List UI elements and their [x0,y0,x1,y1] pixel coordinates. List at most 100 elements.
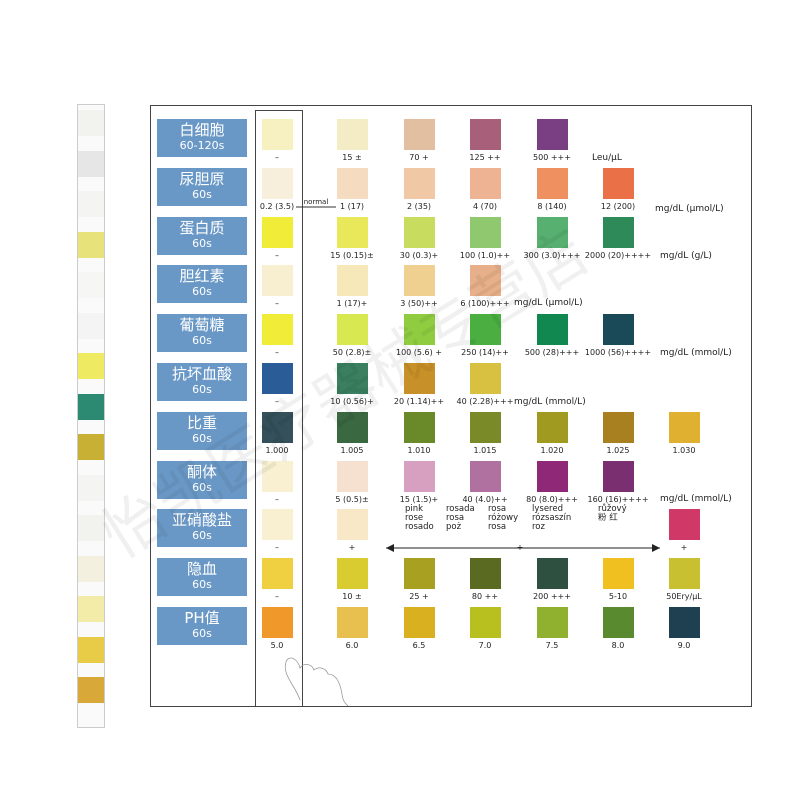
color-swatch [337,119,368,150]
color-swatch [337,265,368,297]
row-name: 隐血 [186,560,217,579]
strip-pad [78,515,104,541]
color-swatch [404,119,435,150]
color-swatch [537,119,568,150]
swatch-label: 50Ery/μL [666,592,702,602]
row-name: PH值 [184,609,220,627]
swatch-label: 125 ++ [469,153,501,162]
row-label: 葡萄糖 60s [157,314,247,353]
color-note: różowy [488,513,519,524]
color-swatch [470,363,501,394]
color-swatch [404,558,435,590]
color-swatch [603,216,634,248]
color-swatch [262,314,293,346]
color-swatch [404,460,435,492]
strip-pad [78,312,104,339]
swatch-label: 1 (17)+ [336,299,368,309]
strip-pad [78,636,104,663]
swatch-label: + [680,543,688,553]
color-swatch [262,509,293,541]
swatch-label: 15 (0.15)± [330,250,374,260]
unit-label: mg/dL (mmol/L) [514,397,586,407]
row-label: 比重 60s [157,411,247,450]
swatch-label: 80 ++ [471,592,499,602]
row-time: 60-120s [179,139,225,152]
swatch-label: 1 (17) [339,201,365,211]
swatch-label: 250 (14)++ [461,348,509,358]
color-note: rosada [446,504,475,515]
row-label: 抗坏血酸 60s [157,363,247,401]
swatch-label: 5-10 [608,592,628,602]
row-label: 酮体 60s [157,460,247,499]
color-swatch [669,558,700,590]
strip-pad [78,110,104,136]
color-swatch [537,558,568,590]
unit-label: mg/dL (mmol/L) [660,494,732,504]
color-swatch [470,167,501,199]
color-note: poż [446,522,462,533]
color-swatch [404,363,435,394]
swatch-label: 3 (50)++ [400,299,438,309]
color-swatch [470,558,501,590]
swatch-label: 12 (200) [600,201,636,211]
color-swatch [262,167,293,199]
color-swatch [337,216,368,248]
swatch-label: 9.0 [677,641,691,650]
row-time: 60s [192,285,212,299]
color-swatch [404,314,435,346]
color-swatch [470,119,501,150]
color-swatch [337,167,368,199]
unit-label: mg/dL (mmol/L) [660,348,732,358]
row-time: 60s [192,480,212,494]
color-swatch [262,119,293,150]
swatch-label: 40 (4.0)++ [462,494,508,504]
swatch-label: 4 (70) [472,201,498,211]
row-name: 葡萄糖 [179,316,225,335]
strip-pad [78,393,104,420]
swatch-label: 100 (5.6) + [395,348,443,358]
strip-pad [78,191,104,217]
color-swatch [669,509,700,541]
color-swatch [404,167,435,199]
row-name: 尿胆原 [179,169,225,188]
swatch-label: 0.2 (3.5) [259,201,295,211]
row-label: PH值 60s [157,607,247,645]
strip-pad [78,150,104,177]
swatch-label: 2000 (20)++++ [584,250,652,260]
color-swatch [470,411,501,443]
color-note: pink [405,504,424,515]
color-swatch [603,460,634,492]
strip-pad [78,353,104,379]
swatch-label: – [275,153,279,162]
color-swatch [537,167,568,199]
color-swatch [337,411,368,443]
swatch-label: 6.0 [345,641,359,650]
row-name: 亚硝酸盐 [171,511,232,530]
color-swatch [537,607,568,638]
swatch-label: 500 (28)+++ [524,348,580,358]
color-swatch [262,411,293,443]
swatch-label: 6.5 [412,641,426,650]
swatch-label: 40 (2.28)+++ [456,397,514,406]
row-label: 隐血 60s [157,558,247,597]
swatch-label: 500 +++ [533,153,571,162]
swatch-label: 1.005 [340,445,364,455]
color-swatch [404,411,435,443]
color-swatch [470,265,501,297]
swatch-label: 160 (16)++++ [587,494,649,504]
strip-pad [78,474,104,501]
color-swatch [537,216,568,248]
row-name: 白细胞 [179,121,225,139]
color-swatch [603,167,634,199]
strip-pad [78,272,104,298]
strip-pad [78,231,104,258]
color-swatch [470,314,501,346]
swatch-label: 7.5 [545,641,559,650]
swatch-label: 15 (1.5)+ [399,494,439,504]
swatch-label: – [275,250,279,260]
swatch-label: 5 (0.5)± [335,494,369,504]
color-swatch [669,411,700,443]
color-swatch [262,607,293,638]
swatch-label: 50 (2.8)± [332,348,372,358]
